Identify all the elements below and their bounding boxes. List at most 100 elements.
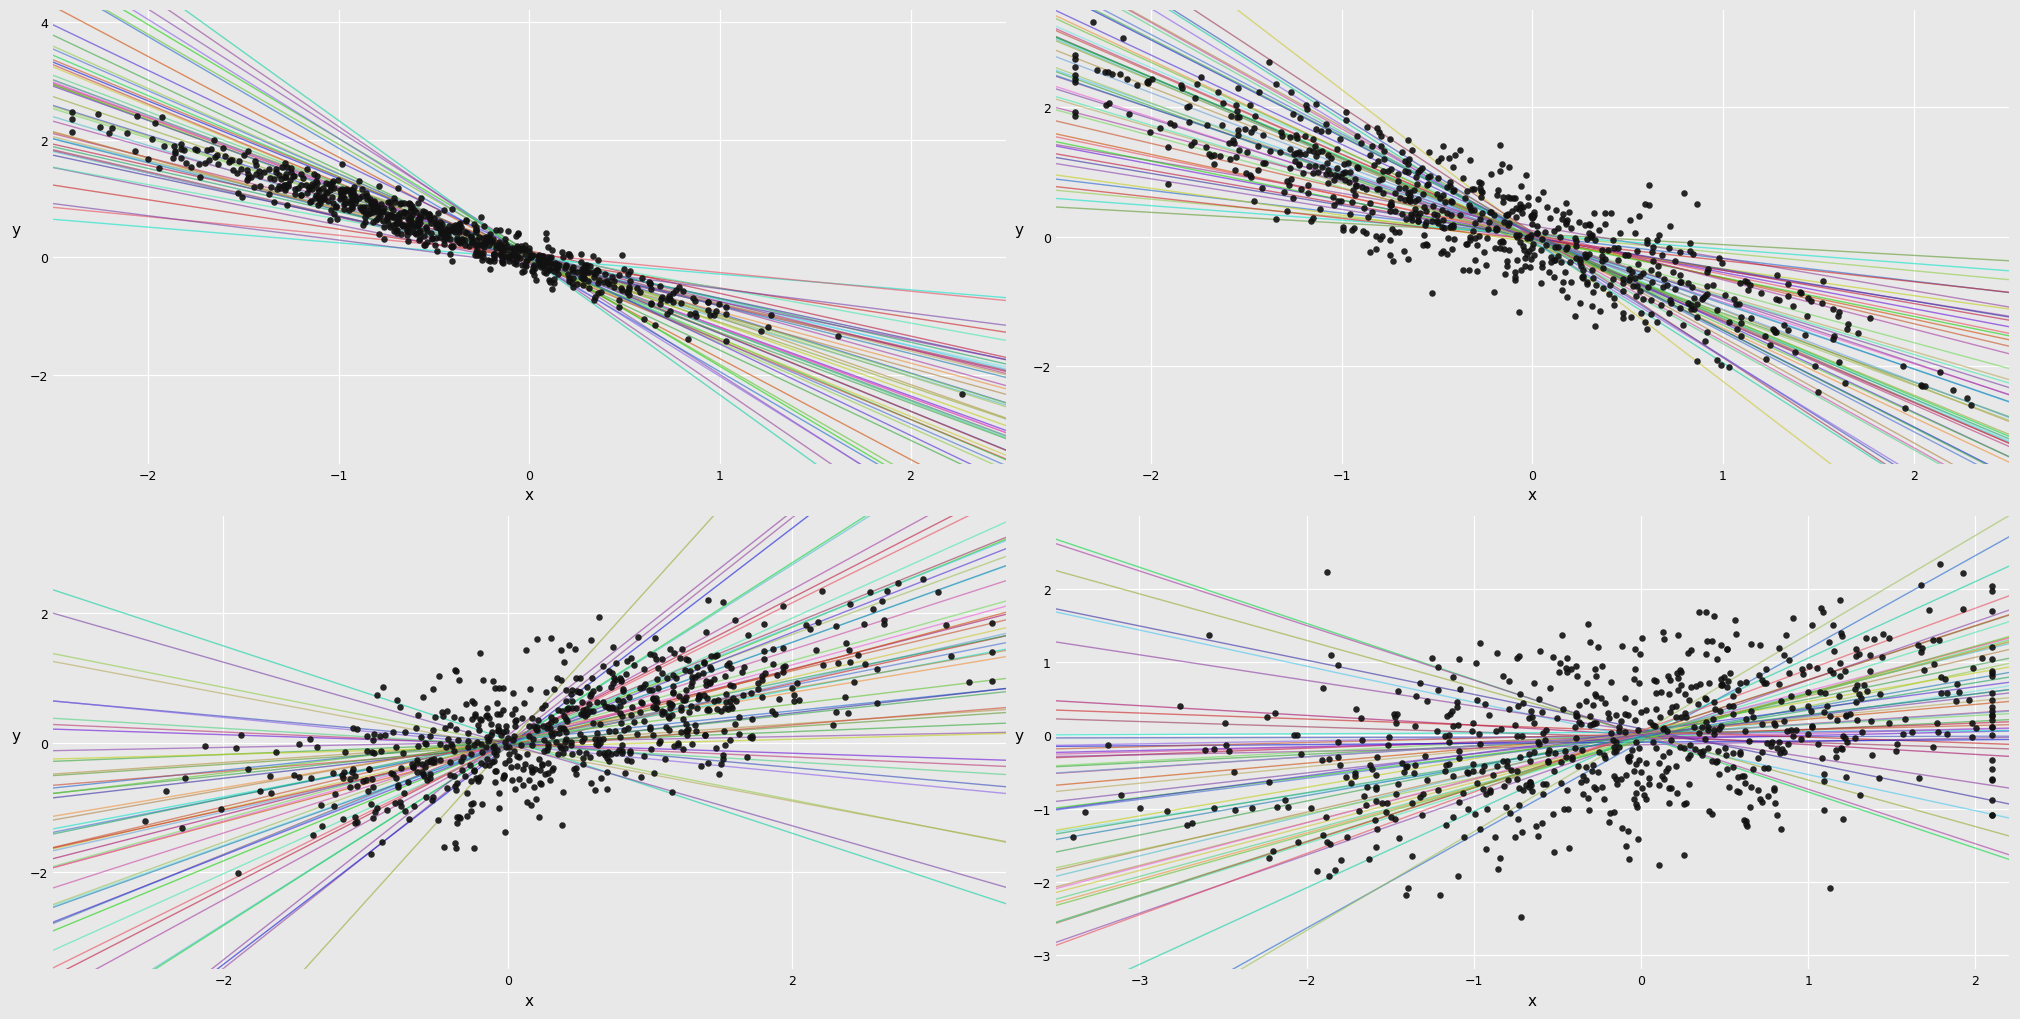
Point <box>610 666 642 683</box>
Point <box>297 166 329 182</box>
Point <box>1517 210 1549 226</box>
Point <box>143 160 176 176</box>
Point <box>1654 296 1687 312</box>
Point <box>1424 246 1456 262</box>
Point <box>317 765 349 782</box>
Point <box>1931 685 1963 701</box>
Point <box>1582 764 1614 781</box>
Point <box>1378 706 1410 722</box>
Point <box>519 261 551 277</box>
Point <box>1646 625 1679 641</box>
Point <box>457 695 489 711</box>
Point <box>1630 236 1662 253</box>
Point <box>400 227 432 244</box>
Point <box>1370 795 1402 811</box>
Point <box>1580 667 1612 684</box>
Point <box>576 686 608 702</box>
Point <box>1479 221 1511 237</box>
Point <box>527 257 560 273</box>
Point <box>1517 675 1549 691</box>
Point <box>1525 259 1557 275</box>
Point <box>485 240 517 257</box>
Point <box>1824 592 1856 608</box>
Point <box>511 642 543 658</box>
Point <box>1394 152 1426 168</box>
Point <box>356 197 388 213</box>
Point <box>1677 290 1709 307</box>
Point <box>1612 248 1644 264</box>
Point <box>1382 173 1414 190</box>
Point <box>1424 191 1456 207</box>
Point <box>487 254 519 270</box>
Point <box>794 622 826 638</box>
Point <box>1586 243 1618 259</box>
Point <box>255 180 287 197</box>
Point <box>1341 179 1374 196</box>
Point <box>612 284 644 301</box>
Point <box>735 685 768 701</box>
Point <box>1606 713 1638 730</box>
Point <box>57 124 89 141</box>
Point <box>1681 310 1713 326</box>
Point <box>497 242 529 258</box>
Point <box>1283 157 1315 173</box>
Point <box>1925 668 1957 685</box>
Point <box>440 230 473 247</box>
Point <box>652 642 685 658</box>
Point <box>545 245 578 261</box>
Point <box>1529 237 1561 254</box>
Point <box>558 761 590 777</box>
Point <box>1097 67 1129 84</box>
Point <box>384 760 416 776</box>
Point <box>1814 708 1846 725</box>
Point <box>384 226 416 243</box>
Point <box>592 700 624 716</box>
Point <box>1646 248 1679 264</box>
Point <box>1349 182 1382 199</box>
Point <box>1753 337 1786 354</box>
Point <box>404 224 436 240</box>
Point <box>646 651 679 667</box>
Point <box>1495 204 1527 220</box>
Point <box>848 615 881 632</box>
Point <box>1454 203 1487 219</box>
Point <box>1786 286 1818 303</box>
Point <box>410 790 442 806</box>
Point <box>487 256 519 272</box>
Point <box>158 151 190 167</box>
Point <box>568 258 600 274</box>
Point <box>1252 850 1285 866</box>
Point <box>529 765 562 782</box>
Point <box>709 300 741 316</box>
Point <box>356 214 388 230</box>
Point <box>558 279 590 296</box>
Point <box>1434 175 1467 192</box>
Point <box>1299 121 1331 138</box>
Point <box>745 668 778 685</box>
Point <box>416 752 448 768</box>
Point <box>396 756 428 772</box>
Point <box>1499 272 1531 288</box>
Point <box>570 680 602 696</box>
Point <box>238 179 271 196</box>
Point <box>129 813 162 829</box>
Point <box>1293 185 1325 202</box>
Point <box>1763 745 1796 761</box>
Point <box>727 687 760 703</box>
Point <box>394 201 426 217</box>
Point <box>299 191 331 207</box>
Point <box>1887 359 1919 375</box>
Point <box>160 146 192 162</box>
Point <box>1620 800 1652 816</box>
Point <box>1699 754 1731 770</box>
Point <box>626 680 659 696</box>
Point <box>382 181 414 198</box>
Point <box>1273 161 1305 177</box>
Point <box>634 281 667 298</box>
Point <box>424 225 457 242</box>
Point <box>1111 72 1143 89</box>
Point <box>1976 708 2008 725</box>
Point <box>1210 738 1242 754</box>
Point <box>467 239 499 256</box>
Point <box>259 744 291 760</box>
